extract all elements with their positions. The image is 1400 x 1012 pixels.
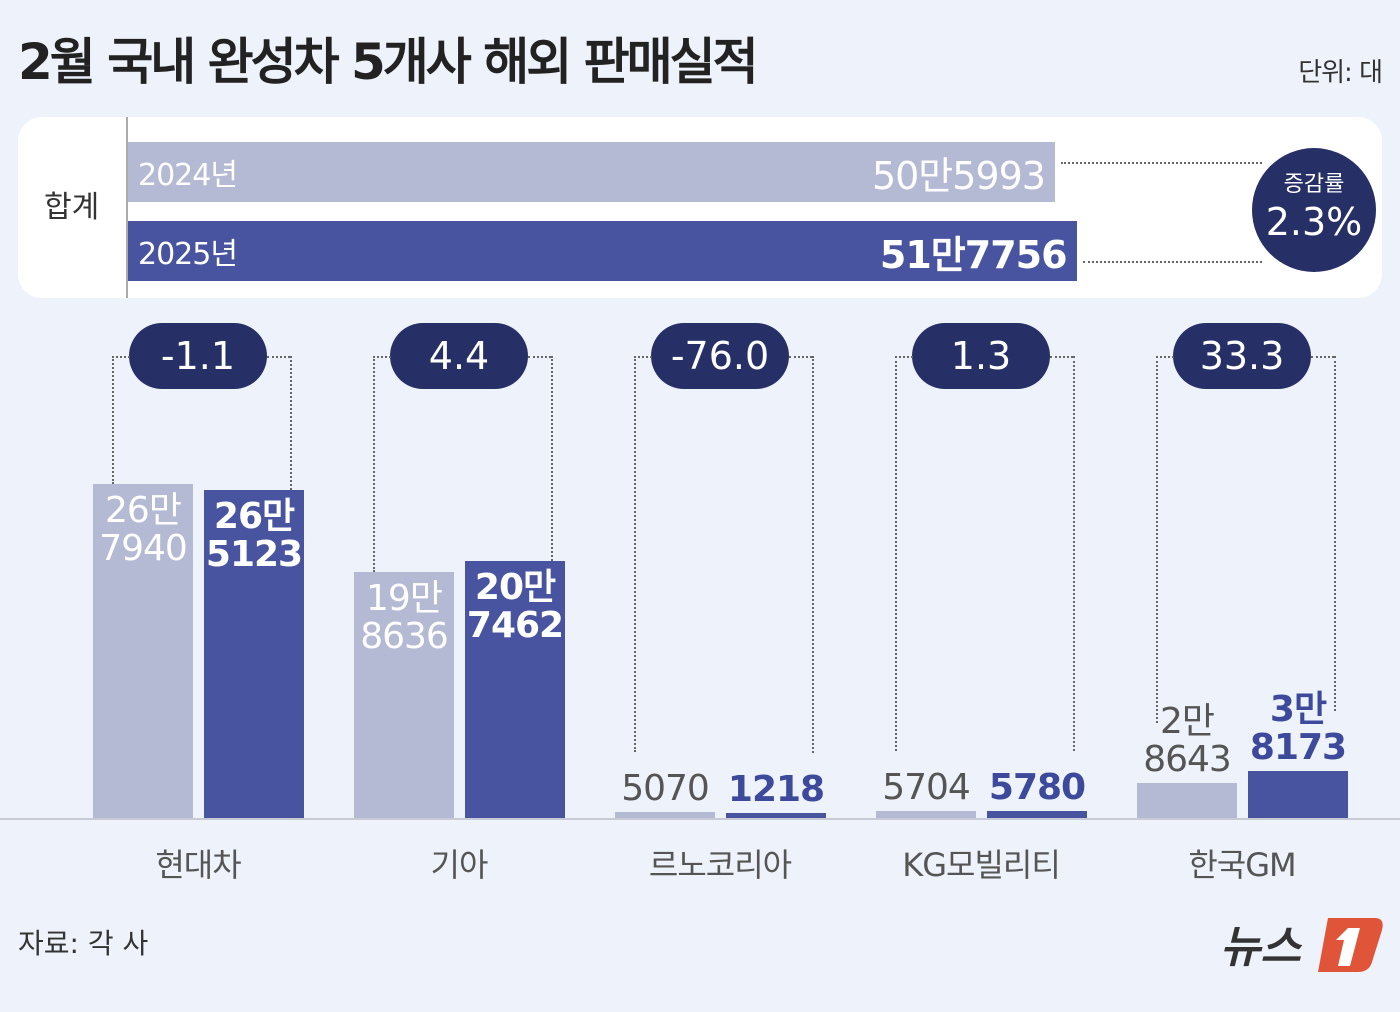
connector (812, 356, 814, 753)
bar-2024 (615, 811, 715, 818)
bar-2025 (1248, 770, 1348, 818)
connector (112, 356, 114, 484)
connector (895, 356, 913, 358)
bar-2025 (204, 489, 304, 818)
bar-value-label: 1218 (727, 769, 825, 810)
total-connector (1082, 261, 1262, 263)
bar-2024 (93, 484, 193, 818)
total-connector (1060, 162, 1262, 164)
svg-text:뉴스: 뉴스 (1220, 922, 1302, 973)
bar-2025 (726, 813, 826, 818)
connector (112, 356, 130, 358)
connector (551, 356, 553, 562)
category-label: 한국GM (1188, 846, 1296, 884)
total-bar-2025: 2025년 51만7756 (128, 221, 1077, 281)
bar-2025 (987, 810, 1087, 818)
connector (373, 356, 375, 573)
total-axis (126, 117, 128, 298)
bar-2024 (354, 572, 454, 818)
bar-2025 (465, 561, 565, 818)
change-rate-label: 증감률 (1283, 172, 1345, 197)
category-label: 기아 (430, 846, 489, 884)
connector (895, 356, 897, 751)
total-bar-year: 2024년 (138, 158, 238, 193)
connector (789, 356, 812, 358)
change-pill: 1.3 (912, 323, 1050, 389)
bar-2024 (1137, 782, 1237, 818)
baseline (0, 818, 1400, 820)
total-bar-value: 50만5993 (871, 153, 1046, 198)
bar-value-label: 2만 8643 (1143, 700, 1232, 780)
total-bar-year: 2025년 (138, 237, 238, 272)
bar-value-label: 5780 (988, 766, 1086, 808)
category-label: KG모빌리티 (902, 846, 1061, 884)
bar-value-label: 26만 7940 (99, 490, 188, 569)
connector (290, 356, 292, 490)
connector (1156, 356, 1158, 723)
connector (1311, 356, 1334, 358)
change-pill: 4.4 (390, 323, 528, 389)
bar-value-label: 5070 (621, 767, 710, 809)
connector (1050, 356, 1073, 358)
connector (1073, 356, 1075, 751)
total-bar-2024: 2024년 50만5993 (128, 142, 1055, 202)
category-label: 르노코리아 (648, 846, 792, 884)
total-label: 합계 (44, 190, 100, 225)
connector (373, 356, 391, 358)
connector (267, 356, 290, 358)
bar-value-label: 26만 5123 (205, 495, 303, 575)
change-pill: -76.0 (651, 323, 789, 389)
connector (1156, 356, 1174, 358)
source-note: 자료: 각 사 (18, 927, 149, 960)
news1-logo: 뉴스 (1220, 910, 1385, 984)
bar-value-label: 5704 (882, 766, 971, 808)
change-rate-badge: 증감률 2.3% (1252, 148, 1376, 272)
category-label: 현대차 (155, 846, 241, 884)
connector (634, 356, 636, 752)
connector (634, 356, 652, 358)
unit-label: 단위: 대 (1298, 58, 1383, 88)
bar-value-label: 20만 7462 (466, 567, 564, 647)
change-rate-value: 2.3% (1265, 200, 1363, 244)
page-title: 2월 국내 완성차 5개사 해외 판매실적 (18, 33, 759, 91)
bar-value-label: 19만 8636 (360, 578, 449, 658)
change-pill: -1.1 (129, 323, 267, 389)
total-bar-value: 51만7756 (879, 232, 1068, 277)
connector (528, 356, 551, 358)
connector (1334, 356, 1336, 711)
change-pill: 33.3 (1173, 323, 1311, 389)
bar-2024 (876, 810, 976, 818)
bar-value-label: 3만 8173 (1249, 688, 1347, 768)
